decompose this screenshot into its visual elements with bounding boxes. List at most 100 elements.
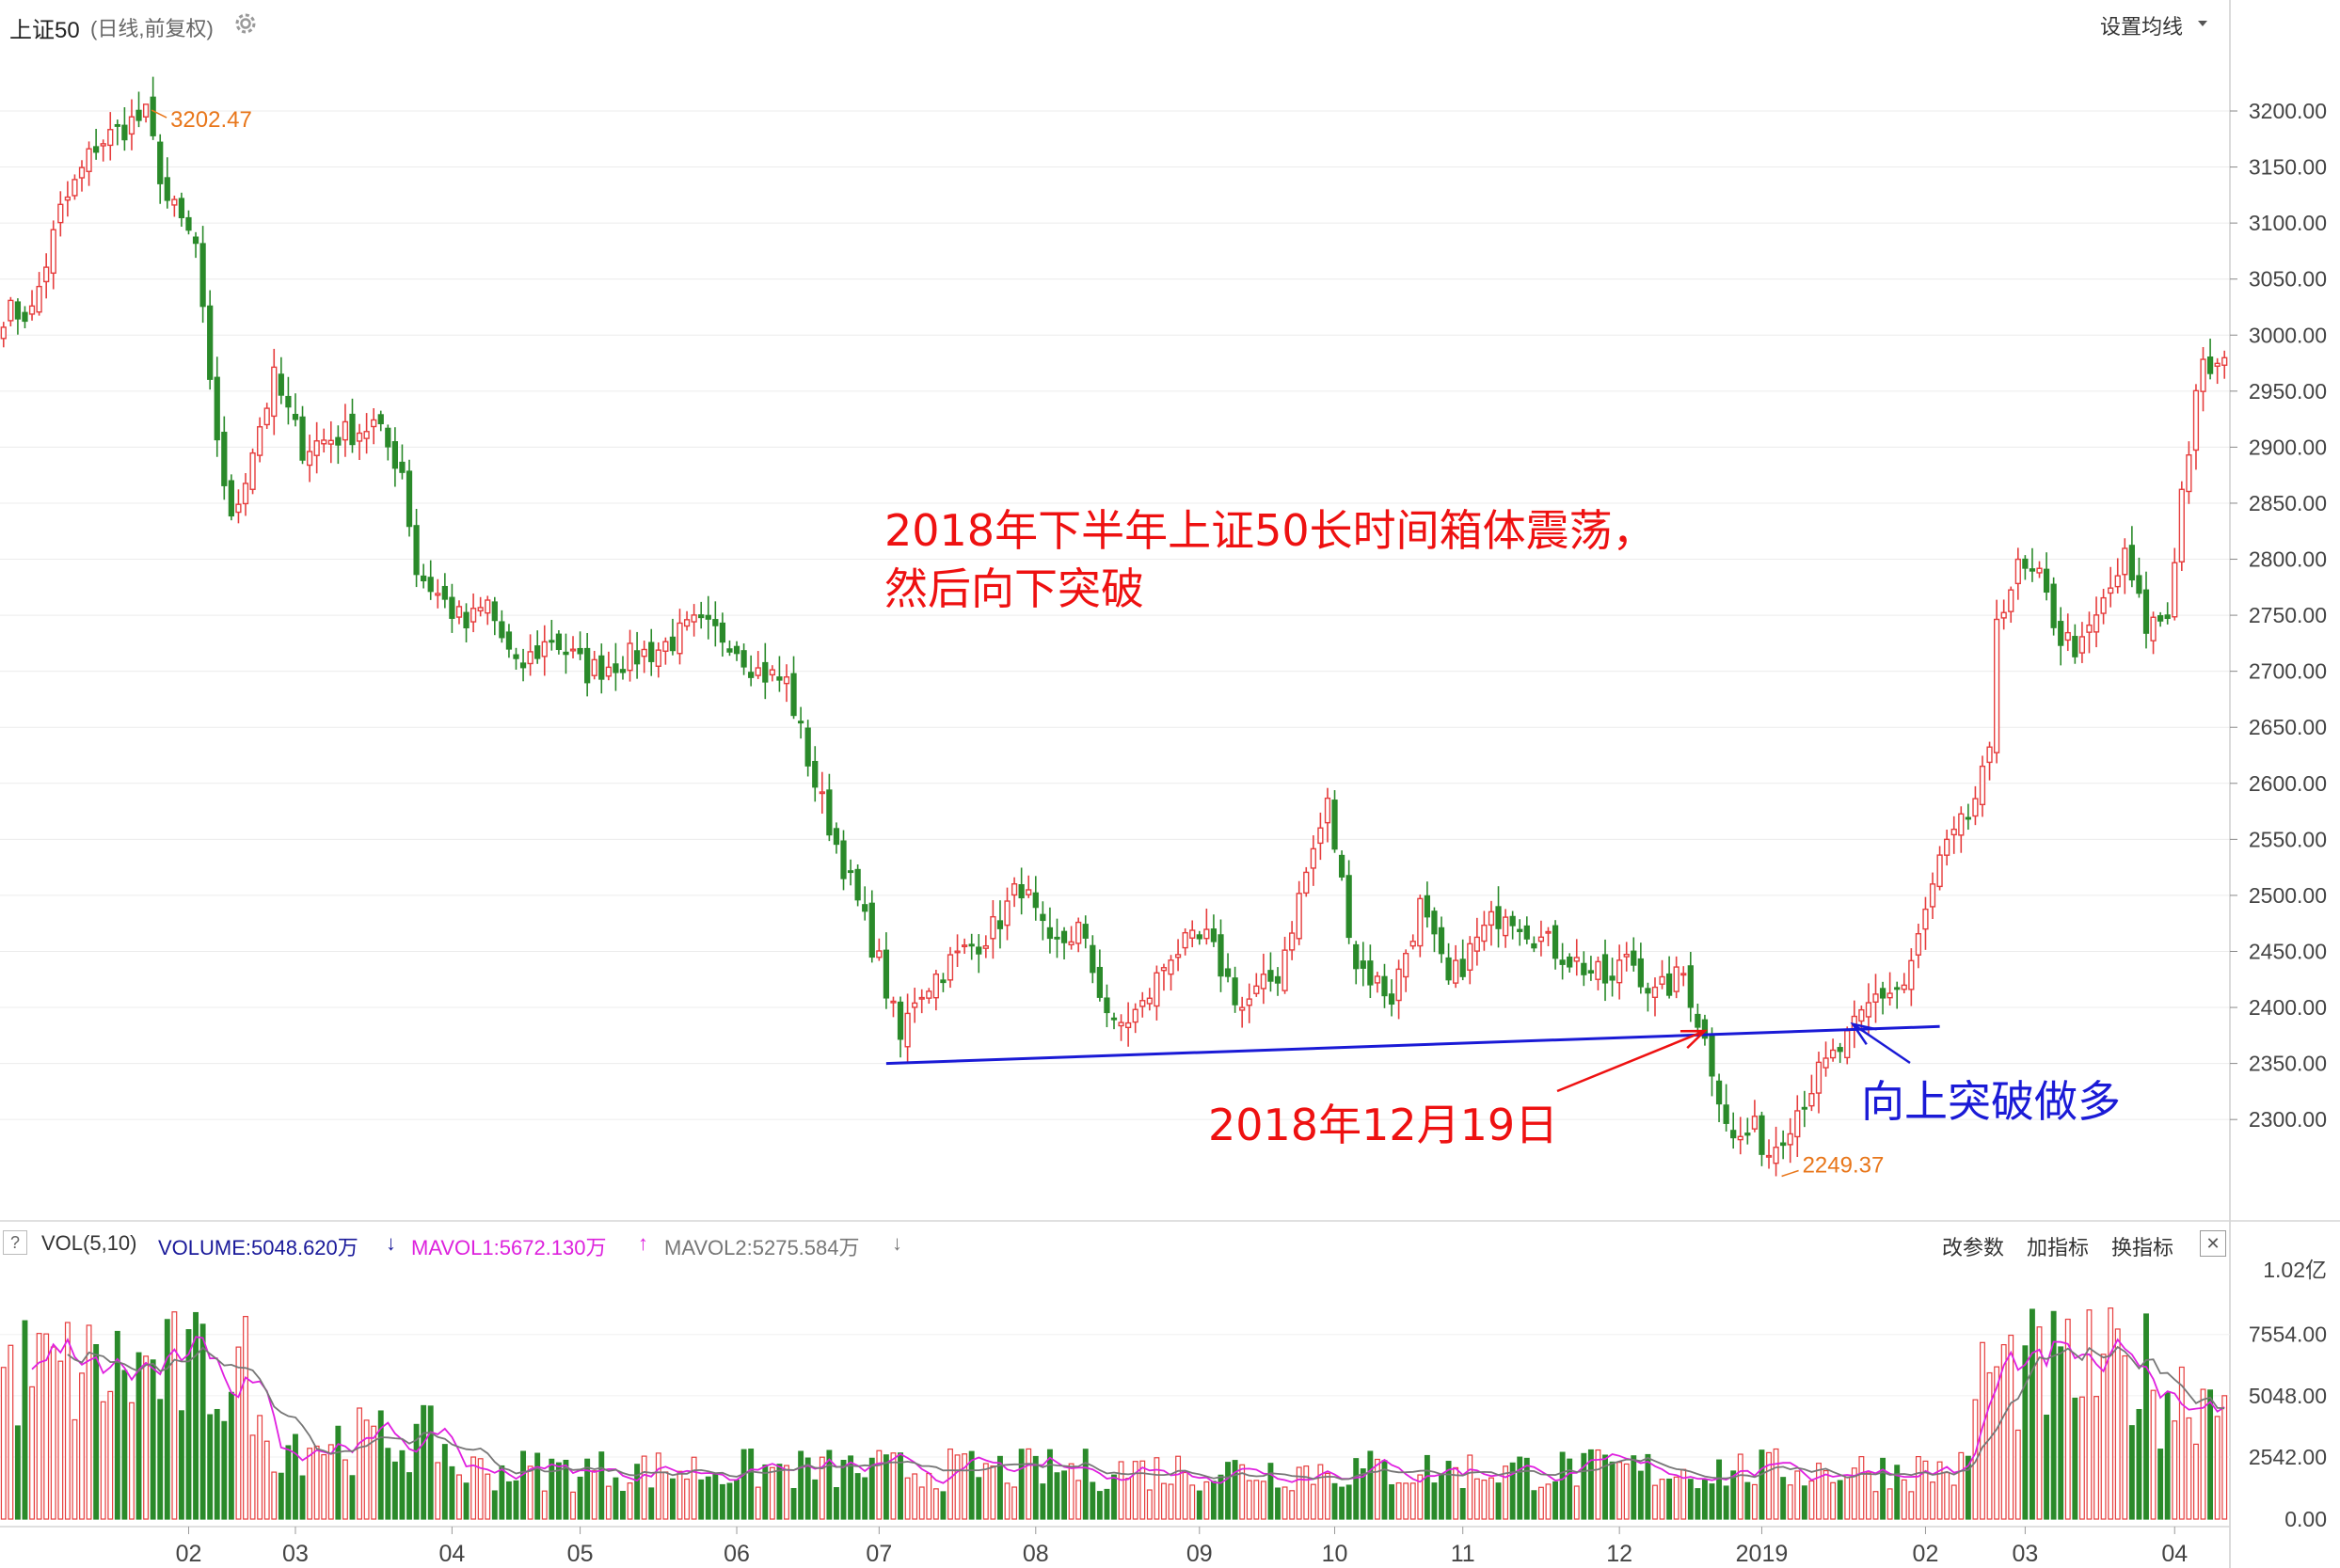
candle-body xyxy=(1844,1030,1851,1059)
candle xyxy=(2036,561,2043,578)
candle-body xyxy=(2172,562,2178,618)
candle xyxy=(1132,1003,1138,1034)
candle xyxy=(1260,953,1266,1005)
volume-bar xyxy=(1631,1455,1637,1520)
volume-bar xyxy=(555,1462,562,1520)
volume-bar xyxy=(976,1477,982,1520)
candle xyxy=(705,595,711,640)
edit-params-button[interactable]: 改参数 xyxy=(1942,1236,2005,1259)
close-icon[interactable]: ✕ xyxy=(2200,1230,2226,1257)
candle-body xyxy=(826,789,833,836)
volume-bar xyxy=(377,1410,384,1520)
candle-body xyxy=(1168,959,1174,975)
candle xyxy=(1395,959,1402,1020)
ma-settings-button[interactable]: 设置均线 xyxy=(2100,15,2184,39)
volume-bar xyxy=(2200,1388,2206,1520)
candle-body xyxy=(1417,897,1424,947)
candle-body xyxy=(2206,356,2214,374)
candle xyxy=(2114,558,2121,594)
gear-icon[interactable] xyxy=(231,9,260,38)
caret-down-icon[interactable] xyxy=(2198,21,2207,26)
candle xyxy=(1665,956,1673,999)
volume-bar xyxy=(940,1491,947,1520)
candle xyxy=(1046,907,1054,954)
help-button[interactable]: ? xyxy=(3,1230,27,1255)
volume-bar xyxy=(1517,1456,1523,1520)
time-tick-label: 08 xyxy=(1023,1541,1049,1567)
candle xyxy=(1459,939,1466,981)
volume-bar xyxy=(968,1450,975,1520)
candle-body xyxy=(1730,1130,1737,1139)
candle xyxy=(1168,955,1174,991)
candle-body xyxy=(1453,959,1459,984)
candle xyxy=(435,578,441,609)
candle-body xyxy=(912,1002,918,1008)
volume-bar xyxy=(2150,1389,2157,1520)
volume-bar xyxy=(1637,1470,1644,1520)
candle-body xyxy=(463,611,470,629)
add-indicator-button[interactable]: 加指标 xyxy=(2027,1236,2090,1259)
volume-bar xyxy=(1908,1491,1915,1520)
volume-bar xyxy=(2178,1366,2185,1520)
candle xyxy=(769,665,775,682)
candle xyxy=(2214,357,2221,385)
time-tick-label: 02 xyxy=(176,1541,202,1567)
candle xyxy=(1303,866,1310,897)
candle-body xyxy=(2078,636,2086,654)
candle xyxy=(954,934,961,967)
switch-indicator-button[interactable]: 换指标 xyxy=(2111,1236,2174,1259)
volume-bar xyxy=(2221,1395,2228,1520)
volume-bar xyxy=(918,1486,925,1520)
candle-body xyxy=(1331,800,1338,850)
volume-bar xyxy=(1068,1463,1074,1520)
candle xyxy=(1431,907,1438,953)
candle-body xyxy=(2072,636,2078,657)
volume-bar xyxy=(456,1474,462,1520)
candle-body xyxy=(199,243,206,308)
volume-bar xyxy=(1830,1481,1837,1520)
volume-bar xyxy=(1096,1491,1103,1520)
candle-body xyxy=(1780,1142,1787,1147)
candle-body xyxy=(2014,558,2021,585)
candle xyxy=(150,76,156,140)
volume-bar xyxy=(1175,1455,1182,1520)
candle-body xyxy=(1281,949,1288,991)
candle-body xyxy=(1631,950,1637,966)
volume-bar xyxy=(1587,1449,1594,1520)
candle-body xyxy=(797,721,804,724)
candle-body xyxy=(1823,1057,1829,1069)
candle-body xyxy=(271,366,278,418)
candle xyxy=(2100,588,2107,625)
breakdown-arrow xyxy=(1556,1029,1709,1093)
candle xyxy=(1709,1027,1715,1097)
volume-bar xyxy=(627,1482,633,1520)
candle xyxy=(641,641,647,673)
candle xyxy=(1687,952,1694,1022)
volume-bar xyxy=(199,1323,206,1520)
volume-bar xyxy=(1210,1481,1217,1520)
mavol2-label: MAVOL2:5275.584万 xyxy=(664,1236,860,1259)
candle xyxy=(1274,967,1281,996)
candle xyxy=(1581,951,1587,987)
candle-body xyxy=(790,673,797,717)
candle xyxy=(385,424,391,461)
candle xyxy=(491,596,498,636)
candle-body xyxy=(50,229,56,275)
candle xyxy=(1979,755,1986,817)
candle-body xyxy=(1110,1017,1118,1021)
candle-body xyxy=(926,990,932,999)
candle-body xyxy=(1751,1116,1759,1130)
candle-body xyxy=(783,676,790,685)
volume-bar xyxy=(734,1479,740,1520)
candle-body xyxy=(705,614,711,620)
candle xyxy=(2043,552,2050,601)
candle xyxy=(449,583,455,633)
candle xyxy=(847,859,854,886)
volume-bar xyxy=(307,1448,313,1520)
candle-body xyxy=(192,236,199,245)
candle-body xyxy=(1829,1049,1837,1059)
candle-body xyxy=(677,622,683,655)
candle-body xyxy=(1125,1022,1132,1029)
